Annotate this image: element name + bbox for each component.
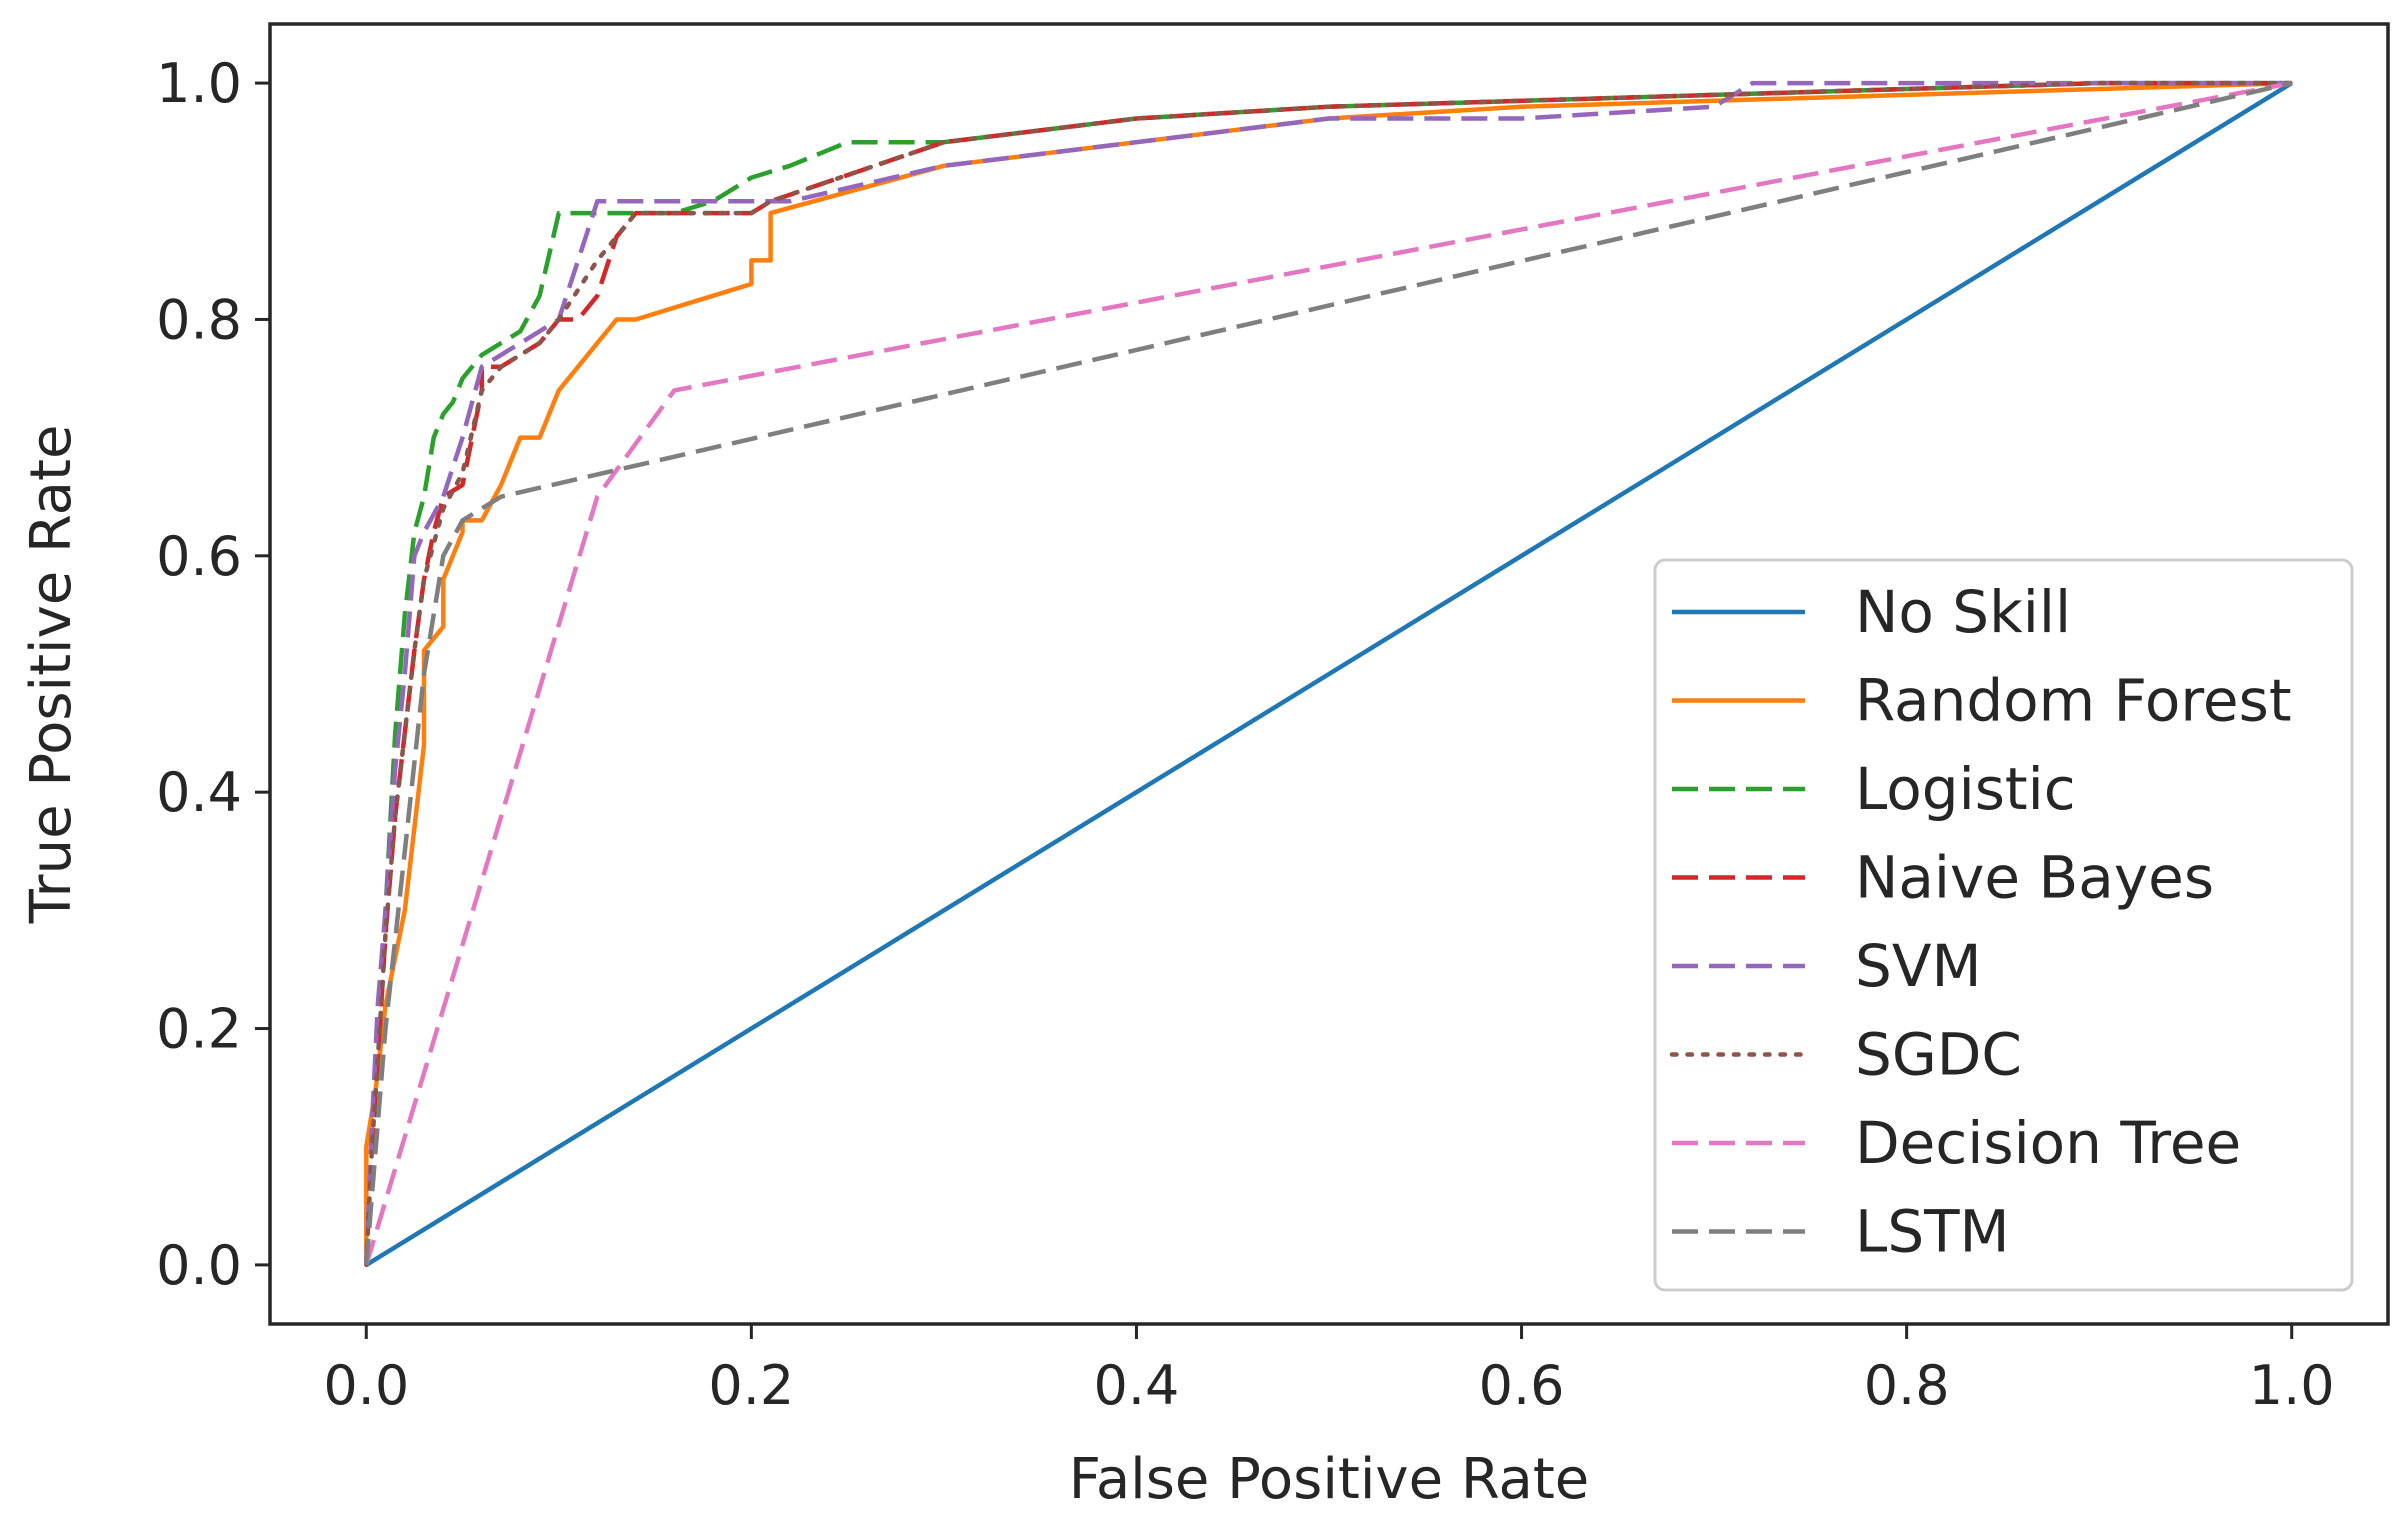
x-axis-label: False Positive Rate bbox=[1069, 1447, 1589, 1512]
legend-label-logistic: Logistic bbox=[1855, 755, 2076, 823]
y-tick-label: 0.4 bbox=[156, 761, 242, 824]
legend-label-decision-tree: Decision Tree bbox=[1855, 1109, 2241, 1177]
legend: No Skill Random Forest Logistic Naive Ba… bbox=[1653, 558, 2354, 1292]
legend-label-sgdc: SGDC bbox=[1855, 1021, 2022, 1089]
y-tick-label: 0.6 bbox=[156, 525, 242, 588]
x-tick-label: 0.0 bbox=[323, 1354, 409, 1417]
y-tick-label: 0.2 bbox=[156, 998, 242, 1061]
legend-label-random-forest: Random Forest bbox=[1855, 667, 2292, 735]
series-layer bbox=[364, 80, 2294, 1268]
legend-label-svm: SVM bbox=[1855, 932, 1982, 1000]
legend-label-lstm: LSTM bbox=[1855, 1198, 2010, 1266]
y-tick-label: 0.8 bbox=[156, 288, 242, 351]
y-tick-label: 0.0 bbox=[156, 1234, 242, 1297]
legend-box bbox=[1653, 558, 2354, 1292]
series-line-decision-tree bbox=[364, 80, 2293, 1266]
y-axis: 0.0 0.2 0.4 0.6 0.8 1.0 True Positive Ra… bbox=[19, 52, 270, 1297]
series-line-random-forest bbox=[364, 80, 2292, 1265]
legend-label-no-skill: No Skill bbox=[1855, 578, 2071, 646]
series-line-lstm bbox=[364, 80, 2293, 1266]
x-tick-label: 0.6 bbox=[1479, 1354, 1565, 1417]
plot-frame bbox=[268, 22, 2390, 1326]
x-tick-label: 0.4 bbox=[1094, 1354, 1180, 1417]
legend-label-naive-bayes: Naive Bayes bbox=[1855, 844, 2214, 912]
y-tick-label: 1.0 bbox=[156, 52, 242, 115]
x-tick-label: 0.2 bbox=[708, 1354, 794, 1417]
x-tick-label: 1.0 bbox=[2249, 1354, 2335, 1417]
series-line-no-skill bbox=[365, 81, 2293, 1267]
series-line-sgdc bbox=[364, 80, 2294, 1268]
x-tick-label: 0.8 bbox=[1864, 1354, 1950, 1417]
x-axis: 0.0 0.2 0.4 0.6 0.8 1.0 False Positive R… bbox=[323, 1324, 2335, 1512]
y-axis-label: True Positive Rate bbox=[19, 425, 84, 925]
